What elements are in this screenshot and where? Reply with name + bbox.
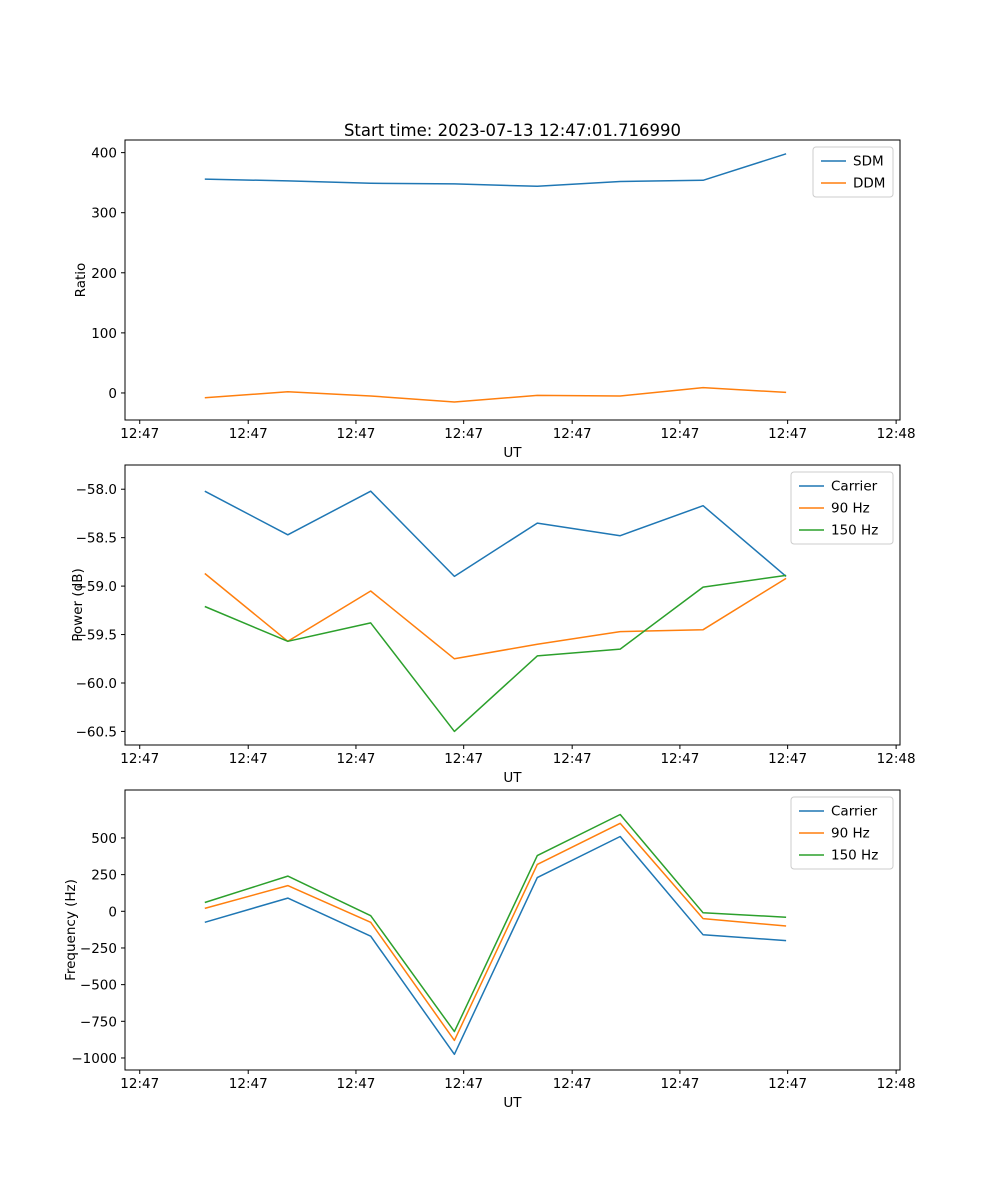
chart-2-xtick-label-1: 12:47 [229, 1076, 268, 1092]
chart-0-legend-label-1: DDM [853, 176, 885, 192]
chart-1-ytick-label-2: −59.0 [76, 579, 117, 595]
figure-title: Start time: 2023-07-13 12:47:01.716990 [343, 121, 682, 140]
chart-0-xtick-label-3: 12:47 [444, 426, 483, 442]
chart-0-ylabel: Ratio [73, 263, 89, 298]
chart-1-xtick-label-2: 12:47 [336, 751, 375, 767]
chart-1: −58.0−58.5−59.0−59.5−60.0−60.512:47 12:47… [70, 464, 916, 786]
chart-0-xtick-label-2: 12:47 [336, 426, 375, 442]
chart-2-legend-label-1: 90 Hz [831, 826, 870, 842]
chart-0-series-line-0 [204, 153, 787, 188]
chart-2-legend-label-2: 150 Hz [831, 848, 878, 864]
chart-0-ytick-label-4: 0 [108, 386, 117, 402]
chart-1-series-line-2 [204, 574, 787, 733]
chart-2-series-line-1 [204, 822, 787, 1042]
chart-0-ytick-label-0: 400 [91, 146, 117, 162]
chart-2-ytick-label-1: 250 [91, 868, 117, 884]
chart-1-xtick-label-5: 12:47 [660, 751, 699, 767]
chart-0: 400 300 200 100 0 12:47 12:47 12:47 12:47 12:47 12… [73, 139, 916, 461]
chart-2-series-line-2 [204, 813, 787, 1033]
chart-2-ytick-label-3: −250 [80, 941, 117, 957]
chart-1-xtick-label-4: 12:47 [553, 751, 592, 767]
chart-2-ytick-label-6: −1000 [71, 1051, 117, 1067]
chart-0-legend-box [812, 146, 894, 198]
chart-2-xtick-label-7: 12:48 [877, 1076, 916, 1092]
chart-0-xtick-label-1: 12:47 [229, 426, 268, 442]
chart-1-series-line-0 [204, 490, 787, 578]
chart-0-xtick-label-6: 12:47 [768, 426, 807, 442]
chart-1-ytick-label-3: −59.5 [76, 628, 117, 644]
chart-0-xtick-label-7: 12:48 [877, 426, 916, 442]
chart-1-legend-box [790, 471, 894, 545]
chart-2-ytick-label-2: 0 [108, 904, 117, 920]
chart-0-ytick-label-2: 200 [91, 266, 117, 282]
chart-0-ytick-label-3: 100 [91, 326, 117, 342]
chart-1-xtick-label-0: 12:47 [120, 751, 159, 767]
chart-0-axes-frame [124, 139, 901, 421]
chart-2-axes-frame [124, 789, 901, 1071]
chart-2-ytick-label-0: 500 [91, 831, 117, 847]
chart-1-ylabel: Power (dB) [70, 568, 86, 641]
chart-2-ytick-label-5: −750 [80, 1014, 117, 1030]
chart-2-xtick-label-0: 12:47 [120, 1076, 159, 1092]
chart-0-legend-label-0: SDM [853, 154, 884, 170]
chart-2-xlabel: UT [503, 1095, 522, 1111]
chart-0-legend: SDM DDM [812, 146, 894, 198]
chart-1-xtick-label-1: 12:47 [229, 751, 268, 767]
chart-2-ylabel: Frequency (Hz) [63, 879, 79, 981]
chart-2-xtick-label-5: 12:47 [660, 1076, 699, 1092]
chart-1-legend-label-1: 90 Hz [831, 501, 870, 517]
chart-1-ytick-label-4: −60.0 [76, 676, 117, 692]
chart-1-xtick-label-3: 12:47 [444, 751, 483, 767]
chart-0-xtick-label-0: 12:47 [120, 426, 159, 442]
chart-0-ytick-label-1: 300 [91, 206, 117, 222]
chart-2-legend: Carrier 90 Hz 150 Hz [790, 796, 894, 870]
chart-1-ytick-label-5: −60.5 [76, 724, 117, 740]
chart-2-xtick-label-4: 12:47 [553, 1076, 592, 1092]
chart-2-series-line-0 [204, 835, 787, 1056]
chart-2-xtick-label-3: 12:47 [444, 1076, 483, 1092]
chart-2-ytick-label-4: −500 [80, 978, 117, 994]
chart-2-xtick-label-2: 12:47 [336, 1076, 375, 1092]
chart-0-xtick-label-5: 12:47 [660, 426, 699, 442]
chart-0-xlabel: UT [503, 445, 522, 461]
chart-1-xtick-label-7: 12:48 [877, 751, 916, 767]
chart-1-series-line-1 [204, 572, 787, 660]
chart-2-legend-label-0: Carrier [831, 804, 878, 820]
chart-2-legend-box [790, 796, 894, 870]
chart-1-axes-frame [124, 464, 901, 746]
chart-1-legend-label-2: 150 Hz [831, 523, 878, 539]
chart-0-series-line-1 [204, 386, 787, 403]
chart-1-ytick-label-0: −58.0 [76, 482, 117, 498]
chart-1-legend-label-0: Carrier [831, 479, 878, 495]
chart-1-xtick-label-6: 12:47 [768, 751, 807, 767]
chart-1-ytick-label-1: −58.5 [76, 531, 117, 547]
chart-2-xtick-label-6: 12:47 [768, 1076, 807, 1092]
chart-1-legend: Carrier 90 Hz 150 Hz [790, 471, 894, 545]
chart-0-xtick-label-4: 12:47 [553, 426, 592, 442]
chart-1-xlabel: UT [503, 770, 522, 786]
